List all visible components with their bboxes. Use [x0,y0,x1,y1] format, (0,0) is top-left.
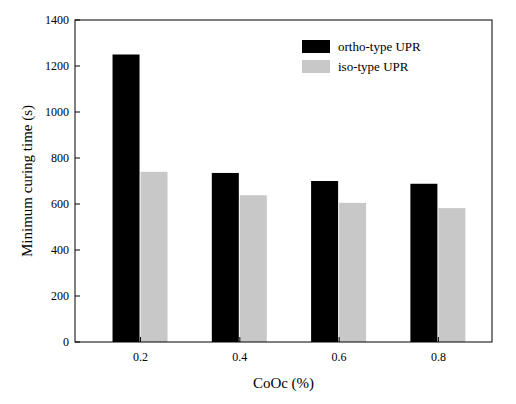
chart-container: 0 200 400 600 800 1000 1200 1400 0.2 0.4 0.6 0.8 CoO… [0,0,516,404]
bar [311,181,338,342]
y-tick [75,20,80,21]
bar [339,203,366,342]
y-axis-label: Minimum curing time (s) [19,105,36,257]
y-tick [75,342,80,343]
x-axis-label: CoOc (%) [253,375,314,392]
x-tick [438,337,439,342]
x-tick-label: 0.8 [431,350,446,364]
bar [141,172,168,342]
legend-swatch [302,60,330,73]
bars [113,55,466,343]
legend-swatch [302,40,330,53]
y-tick-label: 200 [51,289,69,303]
y-tick [75,296,80,297]
y-tick [75,112,80,113]
x-tick [339,337,340,342]
bar [240,195,267,342]
y-tick [75,158,80,159]
plot-frame [75,20,492,342]
chart-svg: 0 200 400 600 800 1000 1200 1400 0.2 0.4 0.6 0.8 CoO… [0,0,516,404]
y-tick-label: 800 [51,151,69,165]
legend: ortho-type UPR iso-type UPR [302,39,421,74]
y-tick-label: 1000 [45,105,69,119]
y-tick-label: 400 [51,243,69,257]
x-tick-label: 0.2 [133,350,148,364]
y-tick [75,250,80,251]
x-tick-label: 0.4 [232,350,247,364]
legend-label: ortho-type UPR [338,39,421,54]
x-tick [239,337,240,342]
x-tick [140,337,141,342]
y-tick-label: 1200 [45,59,69,73]
bar [438,208,465,342]
y-tick [75,66,80,67]
y-tick-label: 1400 [45,13,69,27]
legend-label: iso-type UPR [338,59,409,74]
y-tick-label: 600 [51,197,69,211]
bar [212,173,239,342]
bar [410,184,437,342]
y-tick [75,204,80,205]
x-tick-label: 0.6 [332,350,347,364]
bar [113,55,140,343]
y-tick-label: 0 [63,335,69,349]
